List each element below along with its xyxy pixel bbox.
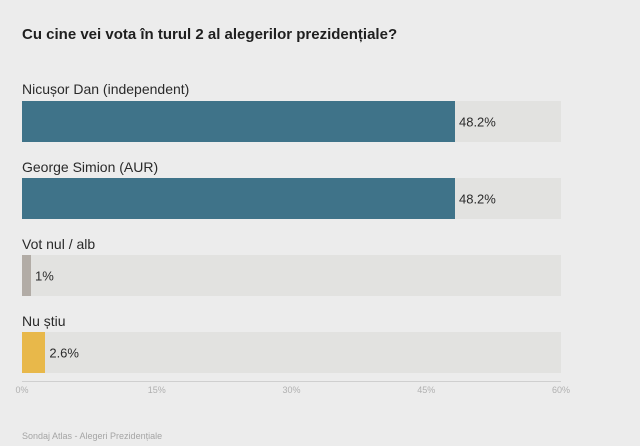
x-axis-line: [22, 381, 561, 382]
category-label: Vot nul / alb: [22, 236, 96, 252]
bar-value-label: 1%: [34, 268, 54, 283]
bar-track: 48.2%: [22, 178, 561, 219]
bar-track: 48.2%: [22, 101, 561, 142]
category-label: Nicușor Dan (independent): [22, 81, 190, 97]
bar-track: 1%: [22, 255, 561, 296]
bar-track: 2.6%: [22, 332, 561, 373]
x-tick-label: 30%: [282, 385, 301, 395]
bar-value-label: 48.2%: [458, 191, 496, 206]
x-tick-label: 0%: [15, 385, 29, 395]
bar: [22, 178, 455, 219]
x-tick-label: 60%: [551, 385, 571, 395]
bar: [22, 101, 455, 142]
bar-value-label: 48.2%: [458, 114, 496, 129]
bar-value-label: 2.6%: [49, 345, 79, 360]
x-tick-label: 15%: [147, 385, 166, 395]
category-label: George Simion (AUR): [22, 159, 159, 175]
bar: [22, 332, 46, 373]
x-tick-label: 45%: [417, 385, 436, 395]
category-label: Nu știu: [22, 313, 66, 329]
bar: [22, 255, 31, 296]
source-note: Sondaj Atlas - Alegeri Prezidențiale: [22, 431, 163, 441]
chart-title: Cu cine vei vota în turul 2 al alegerilo…: [22, 26, 398, 43]
